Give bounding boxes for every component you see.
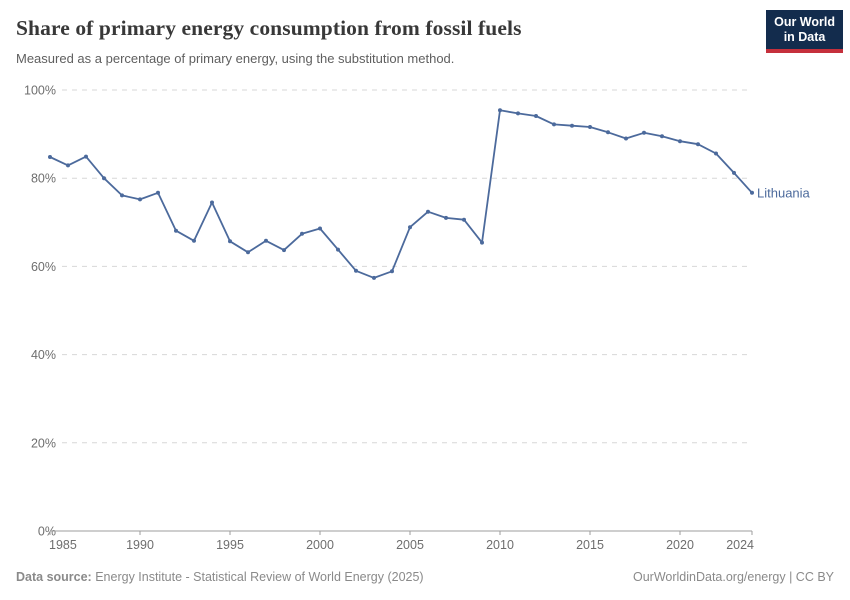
- series-label-lithuania[interactable]: Lithuania: [757, 185, 811, 200]
- data-point-2007[interactable]: [444, 215, 448, 220]
- data-point-2012[interactable]: [534, 114, 538, 118]
- x-axis-label-2024[interactable]: 2024: [726, 538, 754, 552]
- data-point-1989[interactable]: [120, 193, 124, 198]
- data-source-note: Data source: Energy Institute - Statisti…: [16, 570, 424, 584]
- data-point-2006[interactable]: [426, 209, 430, 214]
- y-axis-label-40: 40%: [31, 348, 56, 362]
- x-axis-label-2015[interactable]: 2015: [576, 538, 604, 552]
- series-line-lithuania[interactable]: [49, 109, 753, 279]
- data-point-1988[interactable]: [102, 176, 106, 181]
- y-axis-label-0: 0%: [38, 525, 56, 539]
- x-axis-label-2020[interactable]: 2020: [666, 538, 694, 552]
- data-point-1998[interactable]: [282, 248, 286, 253]
- x-axis-label-1995[interactable]: 1995: [216, 538, 244, 552]
- data-point-2001[interactable]: [336, 247, 340, 252]
- data-point-2019[interactable]: [660, 134, 664, 139]
- data-point-2000[interactable]: [318, 226, 322, 231]
- data-point-2014[interactable]: [570, 123, 574, 128]
- data-point-2022[interactable]: [714, 151, 718, 156]
- footer: Data source: Energy Institute - Statisti…: [16, 570, 834, 584]
- y-axis-label-60: 60%: [31, 260, 56, 274]
- x-axis-label-1990[interactable]: 1990: [126, 538, 154, 552]
- data-point-2003[interactable]: [372, 275, 376, 280]
- footer-link[interactable]: OurWorldinData.org/energy | CC BY: [632, 570, 834, 584]
- data-source-text: Energy Institute - Statistical Review of…: [91, 570, 424, 584]
- page-subtitle: Measured as a percentage of primary ener…: [16, 51, 455, 66]
- page-title: Share of primary energy consumption from…: [16, 16, 522, 40]
- owid-logo-line1: Our World: [774, 15, 835, 29]
- data-point-1991[interactable]: [156, 190, 160, 195]
- data-point-2021[interactable]: [696, 142, 700, 147]
- x-axis-label-2010[interactable]: 2010: [486, 538, 514, 552]
- data-point-2008[interactable]: [462, 217, 466, 222]
- owid-logo[interactable]: Our World in Data: [766, 10, 843, 53]
- data-point-1990[interactable]: [138, 197, 142, 202]
- data-point-2020[interactable]: [678, 139, 682, 144]
- x-axis-label-2000[interactable]: 2000: [306, 538, 334, 552]
- data-point-2010[interactable]: [498, 108, 502, 113]
- data-point-2009[interactable]: [480, 240, 484, 245]
- data-point-2013[interactable]: [552, 122, 556, 127]
- data-point-2011[interactable]: [516, 111, 520, 116]
- line-chart: 0% 20% 40% 60% 80% 100% 1985 1990 1995 2000 2005 20…: [24, 84, 811, 553]
- data-point-1997[interactable]: [264, 238, 268, 243]
- data-point-1994[interactable]: [210, 200, 214, 205]
- y-axis-label-100: 100%: [24, 84, 56, 98]
- data-point-2016[interactable]: [606, 130, 610, 135]
- owid-logo-line2: in Data: [783, 30, 826, 44]
- data-point-1987[interactable]: [84, 154, 88, 159]
- data-point-2023[interactable]: [732, 170, 736, 175]
- data-point-1993[interactable]: [192, 238, 196, 243]
- data-point-1996[interactable]: [246, 250, 250, 255]
- data-point-2015[interactable]: [588, 125, 592, 129]
- data-source-label: Data source:: [16, 570, 92, 584]
- data-point-2002[interactable]: [354, 268, 358, 273]
- data-point-1986[interactable]: [66, 163, 70, 168]
- data-point-2018[interactable]: [642, 130, 646, 135]
- x-axis-label-2005[interactable]: 2005: [396, 538, 424, 552]
- data-point-1995[interactable]: [228, 239, 232, 244]
- data-point-2024[interactable]: [750, 190, 754, 195]
- data-point-1992[interactable]: [174, 228, 178, 233]
- data-point-2005[interactable]: [408, 225, 412, 230]
- data-point-1999[interactable]: [300, 231, 304, 236]
- data-point-2017[interactable]: [624, 136, 628, 141]
- y-axis-label-20: 20%: [31, 436, 56, 450]
- chart-area: 0% 20% 40% 60% 80% 100% 1985 1990 1995 2000 2005 20…: [0, 75, 850, 555]
- x-axis-label-1985[interactable]: 1985: [49, 538, 77, 552]
- y-axis-label-80: 80%: [31, 172, 56, 186]
- data-point-1985[interactable]: [48, 155, 52, 159]
- data-point-2004[interactable]: [390, 269, 394, 274]
